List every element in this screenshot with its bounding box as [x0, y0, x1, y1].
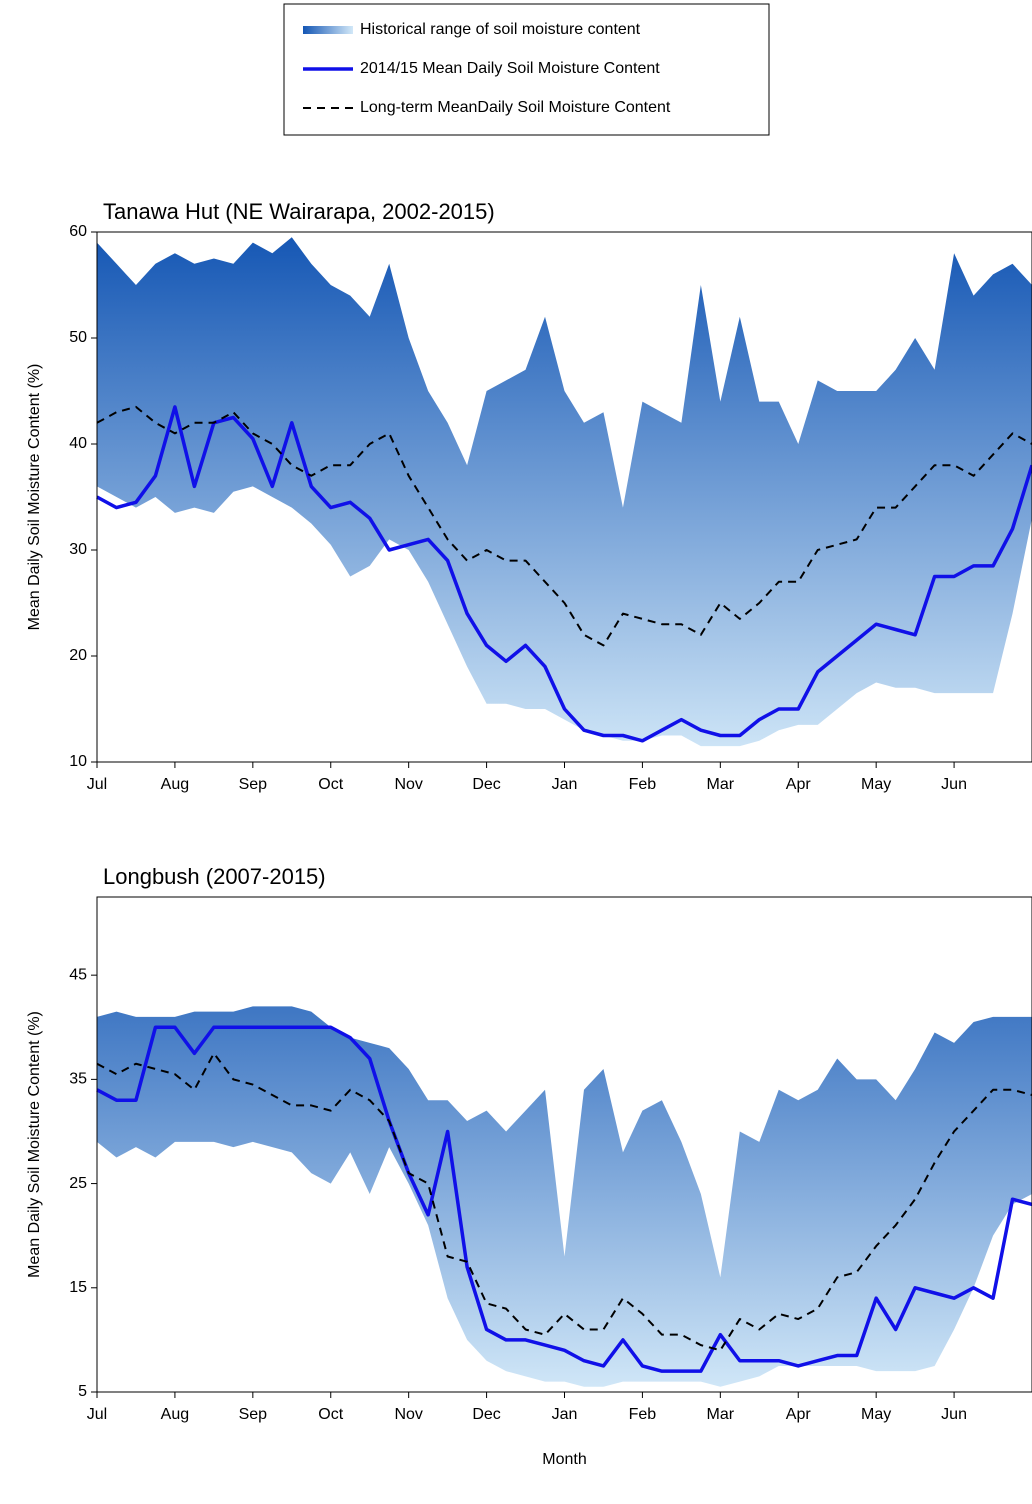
x-tick-label: Apr	[786, 1406, 812, 1423]
x-axis-title: Month	[542, 1451, 586, 1468]
x-tick-label: May	[861, 776, 891, 793]
x-tick-label: Jan	[552, 776, 578, 793]
season-line	[96, 1025, 1032, 1373]
x-tick-label: Jun	[941, 776, 967, 793]
x-tick-label: Nov	[394, 776, 422, 793]
season-line	[96, 405, 1032, 743]
range-band	[97, 237, 1032, 747]
y-tick-label: 30	[69, 541, 87, 558]
x-tick-label: Jul	[87, 1406, 107, 1423]
mean-line	[96, 1052, 1032, 1352]
legend-label: 2014/15 Mean Daily Soil Moisture Content	[360, 60, 660, 77]
x-tick-label: Sep	[239, 776, 268, 793]
y-tick-label: 15	[69, 1279, 87, 1296]
x-tick-label: Aug	[161, 776, 189, 793]
x-tick-label: Sep	[239, 1406, 268, 1423]
y-tick-label: 25	[69, 1175, 87, 1192]
mean-line	[96, 405, 1032, 647]
x-tick-label: Mar	[707, 776, 735, 793]
y-axis-title: Mean Daily Soil Moisture Content (%)	[26, 364, 43, 631]
legend-swatch	[303, 26, 353, 34]
x-tick-label: Oct	[318, 1406, 343, 1423]
y-tick-label: 50	[69, 329, 87, 346]
y-tick-label: 60	[69, 223, 87, 240]
chart-title: Longbush (2007-2015)	[103, 864, 326, 889]
y-axis-title: Mean Daily Soil Moisture Content (%)	[26, 1011, 43, 1278]
x-tick-label: Jul	[87, 776, 107, 793]
legend-box	[283, 3, 770, 136]
x-tick-label: Dec	[472, 776, 500, 793]
x-tick-label: Dec	[472, 1406, 500, 1423]
x-tick-label: May	[861, 1406, 891, 1423]
x-tick-label: Feb	[629, 1406, 657, 1423]
range-band	[97, 1006, 1032, 1387]
x-tick-label: Jun	[941, 1406, 967, 1423]
x-tick-label: Oct	[318, 776, 343, 793]
x-tick-label: Jan	[552, 1406, 578, 1423]
y-tick-label: 40	[69, 435, 87, 452]
x-tick-label: Apr	[786, 776, 812, 793]
y-tick-label: 45	[69, 966, 87, 983]
y-tick-label: 10	[69, 753, 87, 770]
y-tick-label: 5	[78, 1383, 87, 1400]
x-tick-label: Aug	[161, 1406, 189, 1423]
x-tick-label: Feb	[629, 776, 657, 793]
y-tick-label: 20	[69, 647, 87, 664]
legend-label: Long-term MeanDaily Soil Moisture Conten…	[360, 99, 671, 116]
chart-title: Tanawa Hut (NE Wairarapa, 2002-2015)	[103, 199, 495, 224]
x-tick-label: Nov	[394, 1406, 422, 1423]
x-tick-label: Mar	[707, 1406, 735, 1423]
y-tick-label: 35	[69, 1071, 87, 1088]
legend-label: Historical range of soil moisture conten…	[360, 21, 641, 38]
